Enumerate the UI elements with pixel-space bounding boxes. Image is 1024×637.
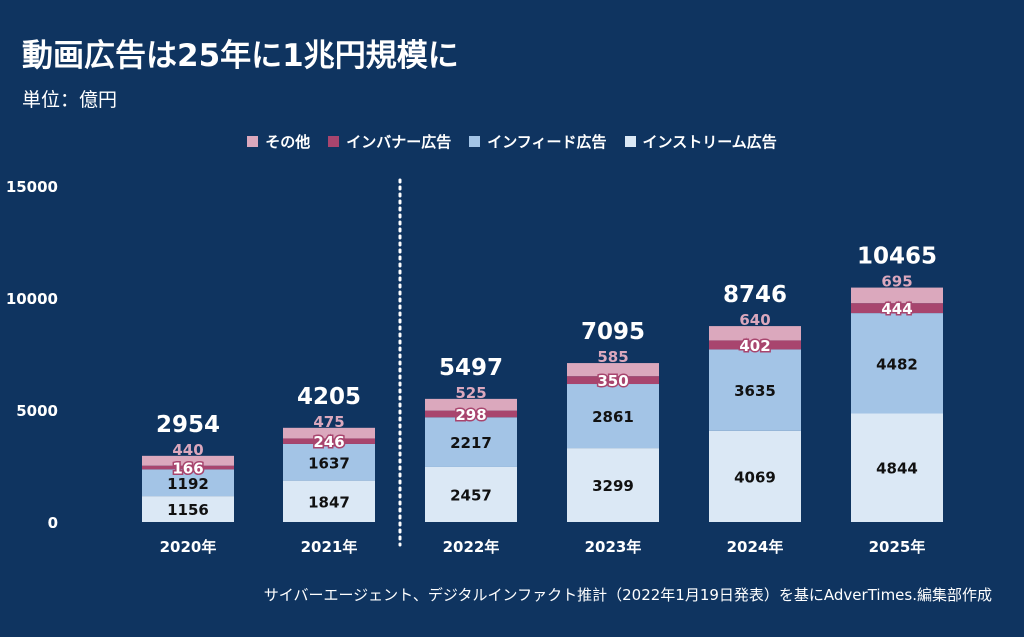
data-label-instream: 4069 (734, 468, 776, 486)
bar-segment-instream (567, 448, 659, 522)
data-label-infeed: 1192 (167, 475, 209, 493)
legend-label-instream: インストリーム広告 (642, 133, 777, 151)
legend-label-infeed: インフィード広告 (487, 133, 607, 151)
data-label-banner: 444 (881, 300, 912, 318)
bar-segment-banner (567, 376, 659, 385)
bar-segment-other (567, 363, 659, 377)
y-tick-label: 5000 (16, 402, 58, 420)
data-label-infeed: 1637 (308, 454, 350, 472)
data-label-infeed: 4482 (876, 355, 918, 373)
bar-segment-infeed (283, 443, 375, 481)
legend-label-other: その他 (265, 133, 311, 151)
data-label-infeed: 2861 (592, 408, 634, 426)
bar-segment-banner (709, 340, 801, 350)
x-tick-label: 2025年 (869, 538, 926, 556)
bar-segment-instream (142, 496, 234, 522)
data-label-other: 525 (455, 384, 486, 402)
data-label-banner: 298 (455, 406, 486, 424)
bar-segment-instream (283, 480, 375, 522)
total-label: 7095 (581, 319, 645, 345)
x-tick-label: 2024年 (727, 538, 784, 556)
bar-segment-infeed (567, 384, 659, 449)
bar-segment-instream (851, 413, 943, 522)
x-tick-label: 2020年 (160, 538, 217, 556)
legend-item-banner: インバナー広告 (328, 131, 451, 152)
data-label-banner: 166 (172, 460, 203, 478)
bar-segment-instream (709, 430, 801, 522)
legend-item-other: その他 (247, 131, 310, 152)
bar-segment-other (142, 455, 234, 466)
bar-segment-infeed (425, 417, 517, 467)
total-label: 4205 (297, 384, 361, 410)
data-label-instream: 1156 (167, 501, 209, 519)
y-tick-label: 0 (48, 514, 58, 532)
data-label-infeed: 2217 (450, 434, 492, 452)
total-label: 8746 (723, 282, 787, 308)
data-label-instream: 1847 (308, 493, 350, 511)
total-label: 5497 (439, 355, 503, 381)
bar-segment-infeed (851, 313, 943, 414)
unit-label: 単位：億円 (22, 89, 118, 111)
bar-segment-banner (851, 303, 943, 314)
data-label-banner: 402 (739, 337, 770, 355)
y-tick-label: 15000 (6, 178, 58, 196)
bar-segment-infeed (142, 469, 234, 497)
data-label-infeed: 3635 (734, 382, 776, 400)
legend-swatch-other (247, 136, 259, 147)
legend-item-instream: インストリーム広告 (624, 131, 777, 152)
x-tick-label: 2021年 (301, 538, 358, 556)
data-label-other: 440 (172, 441, 203, 459)
data-label-instream: 3299 (592, 477, 634, 495)
x-tick-label: 2023年 (585, 538, 642, 556)
data-label-instream: 4844 (876, 460, 918, 478)
chart-title: 動画広告は25年に1兆円規模に (22, 38, 459, 74)
source-note: サイバーエージェント、デジタルインファクト推計（2022年1月19日発表）を基に… (263, 586, 992, 604)
y-tick-label: 10000 (6, 290, 58, 308)
data-label-banner: 350 (597, 372, 628, 390)
total-label: 2954 (156, 412, 220, 438)
bar-segment-infeed (709, 349, 801, 431)
bar-segment-banner (425, 410, 517, 418)
x-tick-label: 2022年 (443, 538, 500, 556)
bar-segment-other (425, 398, 517, 411)
legend-swatch-instream (624, 136, 636, 147)
bar-segment-banner (283, 438, 375, 444)
legend-swatch-infeed (469, 136, 481, 147)
bar-segment-other (283, 427, 375, 439)
total-label: 10465 (857, 244, 937, 270)
bar-segment-other (709, 326, 801, 341)
data-label-instream: 2457 (450, 486, 492, 504)
legend: その他 インバナー広告 インフィード広告 インストリーム広告 (0, 131, 1024, 152)
legend-label-banner: インバナー広告 (346, 133, 452, 151)
data-label-other: 695 (881, 273, 912, 291)
bar-segment-banner (142, 465, 234, 470)
data-label-other: 475 (313, 413, 344, 431)
data-label-other: 640 (739, 311, 770, 329)
bar-segment-instream (425, 466, 517, 522)
data-label-banner: 246 (313, 433, 344, 451)
legend-swatch-banner (328, 136, 340, 147)
data-label-other: 585 (597, 348, 628, 366)
bar-segment-other (851, 287, 943, 304)
legend-item-infeed: インフィード広告 (469, 131, 607, 152)
